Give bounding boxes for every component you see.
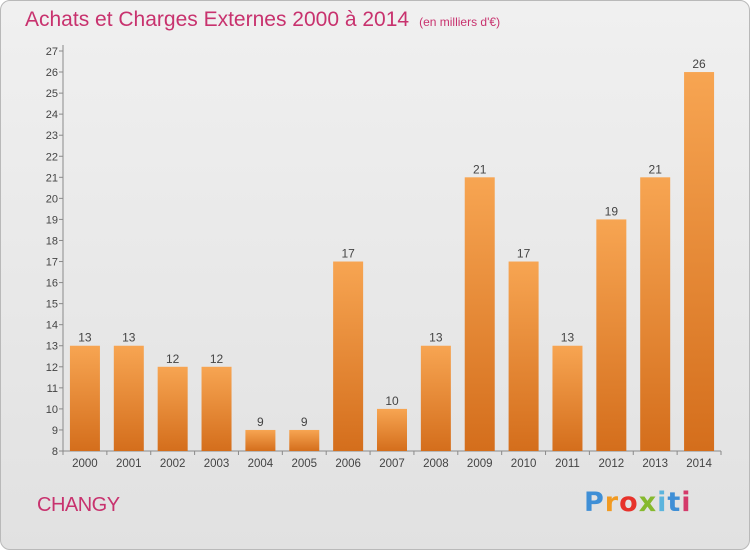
y-tick-label: 11 bbox=[47, 383, 58, 395]
data-label: 13 bbox=[122, 331, 136, 345]
data-label: 19 bbox=[605, 204, 619, 218]
data-label: 13 bbox=[561, 331, 575, 345]
y-tick-label: 13 bbox=[46, 341, 58, 353]
bar bbox=[333, 261, 364, 451]
y-tick-label: 18 bbox=[46, 235, 58, 247]
data-label: 10 bbox=[385, 394, 399, 408]
y-tick-label: 17 bbox=[46, 257, 58, 269]
data-label: 9 bbox=[301, 415, 308, 429]
city-name: CHANGY bbox=[37, 494, 120, 516]
x-tick-label: 2003 bbox=[204, 458, 230, 470]
logo-letter: r bbox=[604, 487, 620, 518]
x-tick-label: 2002 bbox=[160, 458, 186, 470]
x-tick-label: 2005 bbox=[291, 458, 317, 470]
bar bbox=[464, 177, 495, 451]
y-tick-label: 14 bbox=[46, 320, 58, 332]
x-tick-label: 2010 bbox=[511, 458, 537, 470]
logo-letter: i bbox=[657, 487, 668, 518]
bar bbox=[377, 408, 407, 451]
x-tick-label: 2006 bbox=[335, 458, 361, 470]
bar bbox=[508, 261, 539, 451]
data-label: 21 bbox=[649, 162, 663, 176]
data-label: 26 bbox=[692, 57, 706, 71]
bar bbox=[69, 345, 100, 451]
bar bbox=[245, 429, 276, 451]
y-tick-label: 26 bbox=[46, 67, 58, 79]
logo-letter: i bbox=[681, 487, 692, 518]
logo-letter: P bbox=[584, 487, 605, 518]
y-tick-label: 21 bbox=[46, 172, 58, 184]
proxiti-logo[interactable]: Proxiti bbox=[584, 487, 692, 518]
y-tick-label: 19 bbox=[46, 214, 58, 226]
bar bbox=[552, 345, 583, 451]
y-tick-label: 24 bbox=[46, 109, 58, 121]
data-label: 12 bbox=[210, 352, 224, 366]
y-tick-label: 10 bbox=[46, 404, 58, 416]
bar bbox=[684, 72, 715, 451]
y-tick-label: 23 bbox=[46, 130, 58, 142]
y-tick-label: 16 bbox=[46, 278, 58, 290]
x-tick-label: 2004 bbox=[248, 458, 274, 470]
x-tick-label: 2001 bbox=[116, 458, 142, 470]
data-label: 13 bbox=[429, 331, 443, 345]
bar bbox=[640, 177, 671, 451]
x-tick-label: 2007 bbox=[379, 458, 405, 470]
chart-subtitle: (en milliers d'€) bbox=[419, 15, 501, 29]
x-tick-label: 2013 bbox=[642, 458, 668, 470]
bar bbox=[113, 345, 144, 451]
logo-letter: t bbox=[667, 487, 682, 518]
data-label: 21 bbox=[473, 162, 487, 176]
chart-title: Achats et Charges Externes 2000 à 2014 (e… bbox=[25, 8, 500, 32]
x-tick-label: 2009 bbox=[467, 458, 493, 470]
data-label: 17 bbox=[517, 247, 531, 261]
y-tick-label: 27 bbox=[46, 46, 58, 58]
data-label: 13 bbox=[78, 331, 92, 345]
x-tick-label: 2011 bbox=[555, 458, 580, 470]
logo-letter: x bbox=[638, 487, 658, 518]
y-tick-label: 12 bbox=[46, 362, 58, 374]
y-tick-label: 22 bbox=[46, 151, 58, 163]
y-tick-label: 20 bbox=[46, 193, 58, 205]
y-tick-label: 25 bbox=[46, 88, 58, 100]
x-tick-label: 2014 bbox=[686, 458, 712, 470]
bar bbox=[420, 345, 451, 451]
bar bbox=[596, 219, 627, 451]
bar bbox=[157, 366, 188, 451]
x-tick-label: 2012 bbox=[599, 458, 625, 470]
x-tick-label: 2008 bbox=[423, 458, 449, 470]
data-label: 12 bbox=[166, 352, 180, 366]
data-label: 9 bbox=[257, 415, 264, 429]
y-tick-label: 15 bbox=[46, 299, 58, 311]
data-label: 17 bbox=[341, 247, 355, 261]
y-tick-label: 9 bbox=[52, 425, 58, 437]
bar bbox=[201, 366, 232, 451]
title-text: Achats et Charges Externes 2000 à 2014 bbox=[25, 8, 410, 31]
y-tick-label: 8 bbox=[52, 446, 58, 458]
bar bbox=[289, 429, 320, 451]
logo-letter: o bbox=[619, 487, 639, 518]
x-tick-label: 2000 bbox=[72, 458, 98, 470]
